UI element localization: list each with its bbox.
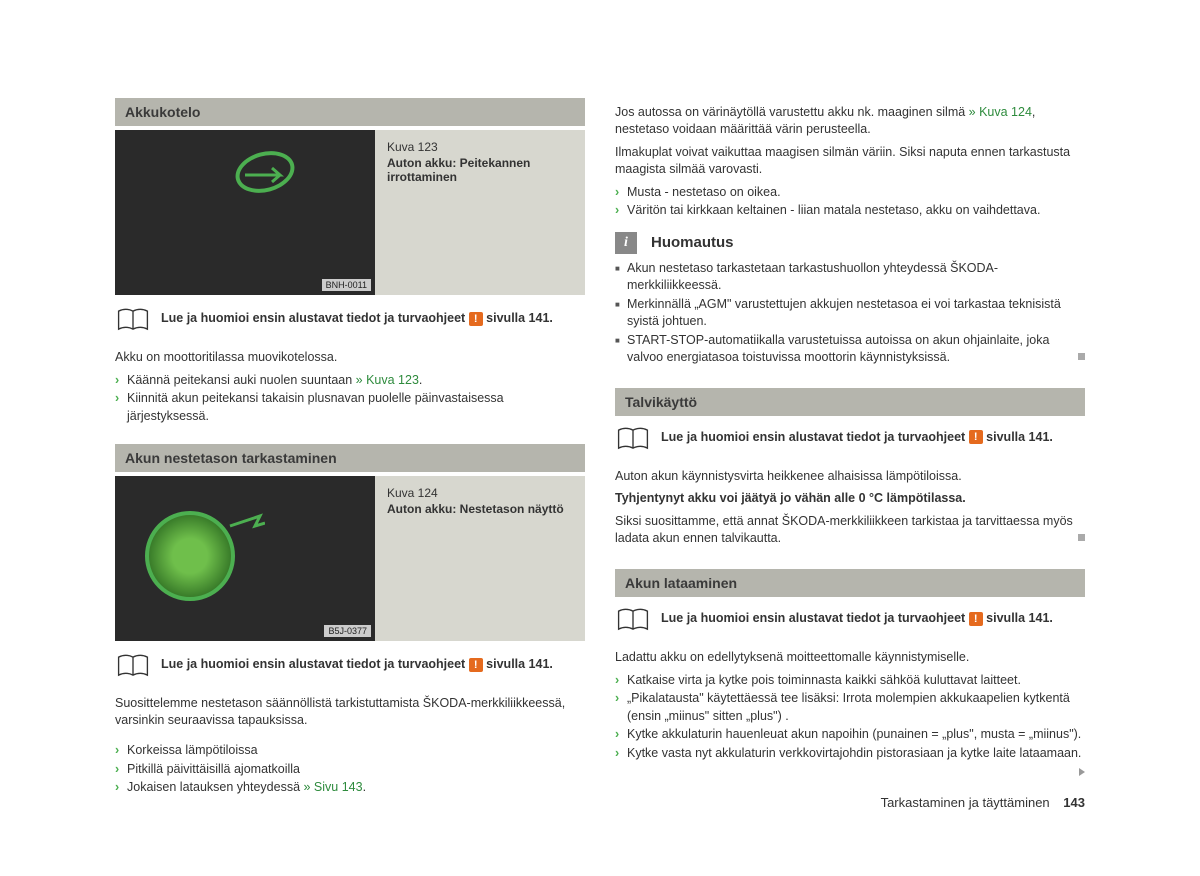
note-heading: i Huomautus [615,232,1085,254]
list-item: Käännä peitekansi auki nuolen suuntaan »… [115,372,585,390]
list-item: Merkinnällä „AGM" varustettujen akkujen … [615,296,1085,331]
figure-123-caption: Kuva 123 Auton akku: Peitekannen irrotta… [375,130,585,295]
body-text: Suosittelemme nestetason säännöllistä ta… [115,695,585,729]
warning-icon: ! [969,430,983,444]
list-item: „Pikalatausta" käytettäessä tee lisäksi:… [615,690,1085,725]
section-header-nestetaso: Akun nestetason tarkastaminen [115,444,585,472]
section-end-marker [1078,534,1085,541]
warning-icon: ! [469,312,483,326]
info-icon: i [615,232,637,254]
figure-124-tag: B5J-0377 [324,625,371,637]
figure-123-image: BNH-0011 [115,130,375,295]
list-item: Väritön tai kirkkaan keltainen - liian m… [615,202,1085,220]
body-text: Jos autossa on värinäytöllä varustettu a… [615,104,1085,138]
list-item: Akun nestetaso tarkastetaan tarkastushuo… [615,260,1085,295]
section-header-akkukotelo: Akkukotelo [115,98,585,126]
list-item: START-STOP-automatiikalla varustetuissa … [615,332,1085,367]
list-item: Kytke vasta nyt akkulaturin verkkovirtaj… [615,745,1085,763]
left-column: Akkukotelo BNH-0011 Kuva 123 Auton akku:… [115,98,585,846]
figure-124-caption: Kuva 124 Auton akku: Nestetason näyttö [375,476,585,641]
list-item: Korkeissa lämpötiloissa [115,742,585,760]
body-text: Siksi suosittamme, että annat ŠKODA-merk… [615,513,1085,547]
list-item: Kytke akkulaturin hauenleuat akun napoih… [615,726,1085,744]
safety-notice-3: Lue ja huomioi ensin alustavat tiedot ja… [615,426,1085,454]
figure-123-tag: BNH-0011 [322,279,371,291]
warning-icon: ! [469,658,483,672]
list-item: Musta - nestetaso on oikea. [615,184,1085,202]
page-number: 143 [1063,795,1085,810]
right-column: Jos autossa on värinäytöllä varustettu a… [615,98,1085,846]
section-header-lataaminen: Akun lataaminen [615,569,1085,597]
book-icon [615,426,651,454]
list-item: Katkaise virta ja kytke pois toiminnasta… [615,672,1085,690]
continue-arrow-icon [1079,768,1085,776]
list-item: Kiinnitä akun peitekansi takaisin plusna… [115,390,585,425]
list-item: Jokaisen latauksen yhteydessä » Sivu 143… [115,779,585,797]
ref-link[interactable]: » Kuva 124 [969,105,1032,119]
book-icon [115,653,151,681]
book-icon [115,307,151,335]
body-text: Ladattu akku on edellytyksenä moitteetto… [615,649,1085,666]
safety-notice-1: Lue ja huomioi ensin alustavat tiedot ja… [115,307,585,335]
ref-link[interactable]: » Sivu 143 [304,780,363,794]
page-footer: Tarkastaminen ja täyttäminen 143 [881,795,1085,810]
book-icon [615,607,651,635]
ref-link[interactable]: » Kuva 123 [356,373,419,387]
figure-124: B5J-0377 Kuva 124 Auton akku: Nestetason… [115,476,585,641]
list-item: Pitkillä päivittäisillä ajomatkoilla [115,761,585,779]
figure-124-image: B5J-0377 [115,476,375,641]
body-text: Auton akun käynnistysvirta heikkenee alh… [615,468,1085,485]
body-text: Akku on moottoritilassa muovikotelossa. [115,349,585,366]
body-text: Ilmakuplat voivat vaikuttaa maagisen sil… [615,144,1085,178]
body-text: Tyhjentynyt akku voi jäätyä jo vähän all… [615,490,1085,507]
safety-notice-2: Lue ja huomioi ensin alustavat tiedot ja… [115,653,585,681]
warning-icon: ! [969,612,983,626]
safety-notice-4: Lue ja huomioi ensin alustavat tiedot ja… [615,607,1085,635]
figure-123: BNH-0011 Kuva 123 Auton akku: Peitekanne… [115,130,585,295]
section-header-talvi: Talvikäyttö [615,388,1085,416]
section-end-marker [1078,353,1085,360]
